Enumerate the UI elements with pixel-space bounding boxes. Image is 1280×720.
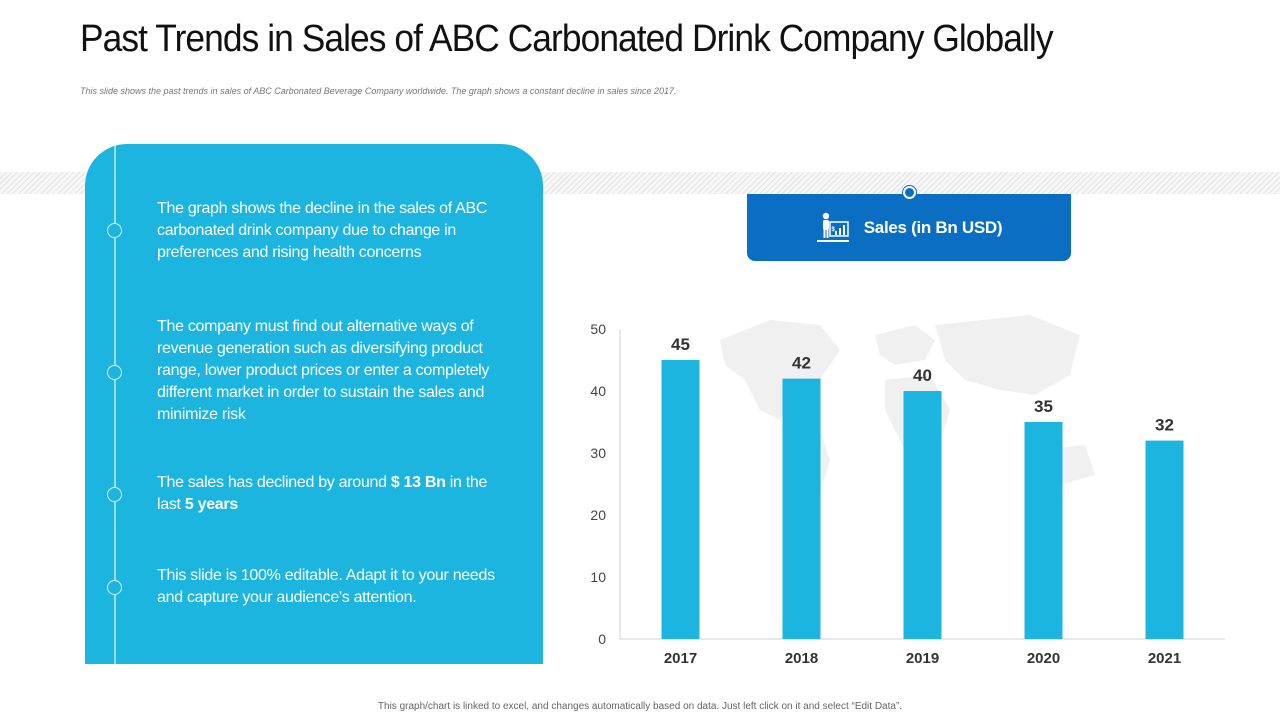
x-tick-label: 2019 — [906, 650, 939, 667]
insights-panel — [85, 144, 543, 664]
svg-text:$: $ — [831, 227, 835, 233]
presenter-chart-icon: $ — [816, 212, 849, 242]
timeline-line — [114, 144, 116, 664]
y-tick-label: 0 — [598, 631, 606, 647]
x-tick-label: 2017 — [664, 650, 697, 667]
footer-note: This graph/chart is linked to excel, and… — [377, 701, 903, 712]
insight-point-3: The sales has declined by around $ 13 Bn… — [157, 472, 502, 516]
y-tick-label: 40 — [590, 383, 606, 399]
insight-point-2: The company must find out alternative wa… — [157, 318, 490, 423]
bar-2017 — [661, 360, 700, 639]
bar-2021 — [1145, 440, 1184, 639]
insight-point-3-text: The sales has declined by around — [157, 474, 391, 491]
page-title: Past Trends in Sales of ABC Carbonated D… — [80, 18, 1054, 60]
data-label-2017: 45 — [671, 335, 690, 354]
legend-pin — [903, 186, 916, 199]
timeline-dot — [107, 580, 122, 595]
y-tick-label: 20 — [590, 507, 606, 523]
insight-point-1: The graph shows the decline in the sales… — [157, 200, 488, 261]
insight-point-4: This slide is 100% editable. Adapt it to… — [157, 567, 495, 606]
y-tick-label: 50 — [590, 321, 606, 337]
chart-legend: $ Sales (in Bn USD) — [747, 194, 1071, 261]
decline-amount: $ 13 Bn — [390, 474, 446, 491]
x-tick-label: 2020 — [1027, 650, 1060, 667]
x-tick-label: 2018 — [785, 650, 818, 667]
x-tick-label: 2021 — [1148, 650, 1181, 667]
period-years: 5 years — [184, 496, 238, 513]
timeline-dot — [107, 365, 122, 380]
legend-label: Sales (in Bn USD) — [863, 217, 1003, 237]
timeline-dot — [107, 487, 122, 502]
world-map-watermark — [720, 315, 1095, 515]
timeline-dot — [107, 223, 122, 238]
y-tick-label: 10 — [590, 569, 606, 585]
page-subtitle: This slide shows the past trends in sale… — [80, 86, 677, 96]
data-label-2021: 32 — [1155, 416, 1174, 435]
y-tick-label: 30 — [590, 445, 606, 461]
insight-point-3-text: in the last — [157, 474, 488, 513]
